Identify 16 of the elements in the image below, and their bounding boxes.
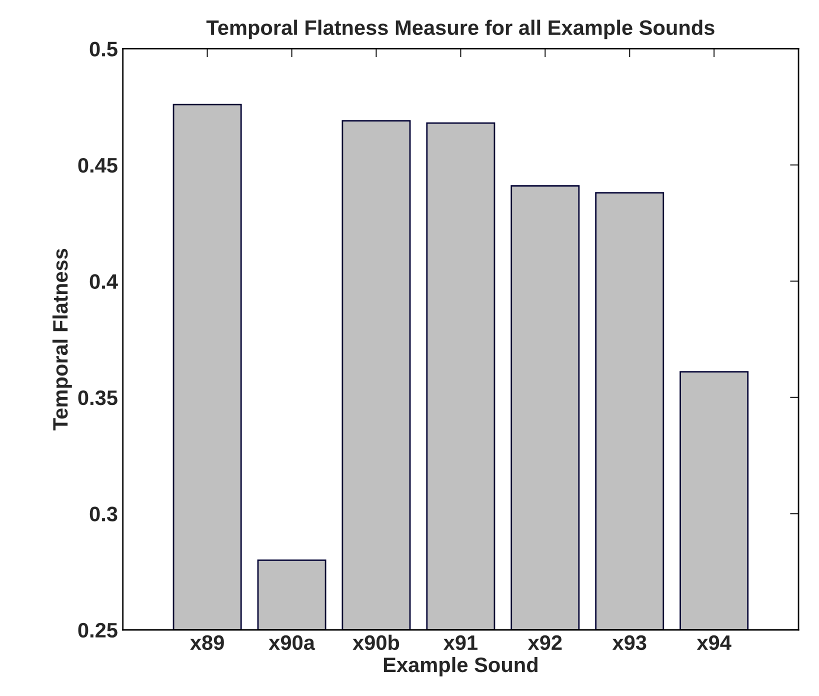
y-tick-label: 0.5 [90,42,118,56]
y-tick-label: 0.25 [78,622,118,638]
x-axis-title: Example Sound [384,656,538,676]
y-tick-label: 0.4 [90,274,118,289]
x-tick-label: x91 [443,635,478,650]
x-tick-label: x90a [268,635,316,650]
x-tick-label: x94 [696,635,732,650]
y-axis-title: Temporal Flatness [52,248,72,430]
y-tick-label: 0.3 [90,506,118,522]
chart-title: Temporal Flatness Measure for all Example Sounds [206,20,714,40]
x-tick-label: x90b [352,634,400,650]
y-tick-label: 0.45 [78,158,118,173]
y-tick-label: 0.35 [78,390,118,406]
x-tick-label: x89 [190,635,224,650]
x-tick-label: x93 [612,635,646,650]
x-tick-label: x92 [528,635,562,650]
